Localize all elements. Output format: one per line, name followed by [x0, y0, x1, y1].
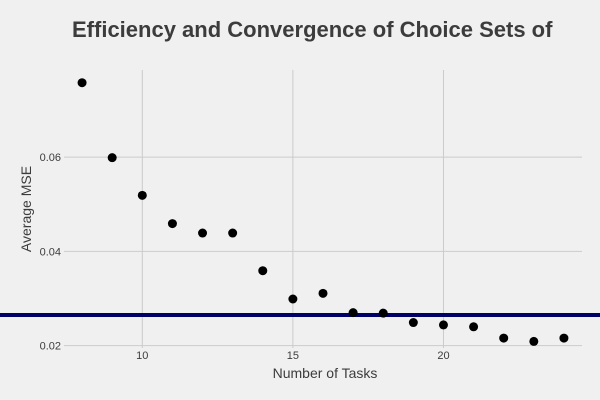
data-point — [378, 308, 388, 318]
data-point — [469, 322, 479, 332]
y-tick-label: 0.02 — [40, 341, 61, 353]
data-point — [348, 308, 358, 318]
y-axis-label: Average MSE — [18, 166, 34, 252]
chart-title: Efficiency and Convergence of Choice Set… — [72, 17, 553, 42]
x-tick-label: 15 — [287, 350, 299, 362]
data-point — [77, 78, 87, 88]
data-point — [137, 190, 147, 200]
data-point — [107, 153, 117, 163]
grid-layer — [64, 70, 582, 348]
data-points-layer — [77, 78, 569, 346]
data-point — [258, 266, 268, 276]
data-point — [228, 228, 238, 238]
data-point — [408, 318, 418, 328]
data-point — [529, 336, 539, 346]
data-point — [318, 288, 328, 298]
x-tick-label: 20 — [437, 350, 449, 362]
y-tick-label: 0.04 — [40, 246, 61, 258]
data-point — [167, 219, 177, 229]
tick-labels-layer: 10 15 20 0.02 0.04 0.06 — [40, 152, 450, 362]
x-tick-label: 10 — [136, 350, 148, 362]
x-axis-label: Number of Tasks — [273, 365, 378, 381]
data-point — [288, 294, 298, 304]
y-tick-label: 0.06 — [40, 152, 61, 164]
data-point — [499, 333, 509, 343]
data-point — [438, 320, 448, 330]
data-point — [198, 228, 208, 238]
data-point — [559, 333, 569, 343]
